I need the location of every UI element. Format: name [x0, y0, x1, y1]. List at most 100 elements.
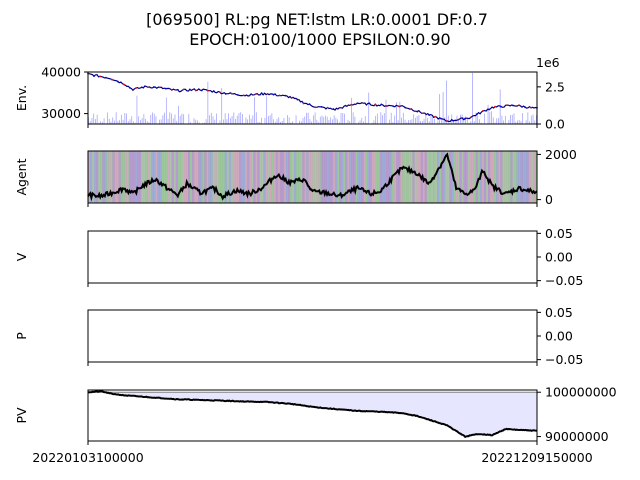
p-right-tick-label: 0.00: [545, 329, 573, 344]
agent-action-band: [453, 151, 456, 203]
agent-action-band: [408, 151, 411, 203]
env-marker: [152, 86, 155, 88]
agent-action-band: [173, 151, 177, 203]
agent-action-band: [394, 151, 397, 203]
agent-action-band: [373, 151, 377, 203]
agent-action-band: [445, 151, 448, 203]
env-marker: [338, 106, 341, 109]
agent-right-tick-label: 2000: [545, 147, 577, 162]
agent-action-band: [267, 151, 270, 203]
env-marker: [134, 87, 137, 90]
agent-action-band: [353, 151, 356, 203]
agent-action-band: [381, 151, 385, 203]
agent-action-band: [188, 151, 191, 203]
agent-action-band: [361, 151, 364, 203]
env-marker: [260, 92, 263, 94]
env-marker: [518, 104, 520, 107]
env-left-tick-label: 40000: [41, 65, 81, 80]
agent-action-band: [336, 151, 340, 203]
v-right-tick-label: 0.00: [545, 250, 573, 265]
agent-action-band: [496, 151, 499, 203]
agent-action-band: [116, 151, 119, 203]
agent-action-band: [473, 151, 477, 203]
agent-action-band: [518, 151, 521, 203]
p-ylabel: P: [14, 332, 29, 340]
env-marker: [308, 103, 311, 106]
agent-action-band: [271, 151, 275, 203]
agent-action-bands: [88, 151, 538, 203]
env-marker: [392, 105, 395, 108]
agent-action-band: [351, 151, 354, 203]
agent-action-band: [134, 151, 138, 203]
agent-action-band: [330, 151, 334, 203]
env-marker: [302, 102, 305, 105]
agent-action-band: [324, 151, 328, 203]
env-right-offset-label: 1e6: [536, 55, 560, 70]
env-buy-sell-markers: [87, 72, 538, 122]
x-start-label: 20220103100000: [32, 450, 143, 465]
agent-action-band: [379, 151, 383, 203]
agent-action-band: [122, 151, 126, 203]
agent-action-band: [385, 151, 389, 203]
agent-action-band: [153, 151, 156, 203]
env-marker: [117, 80, 119, 83]
agent-action-band: [328, 151, 332, 203]
env-marker: [488, 108, 491, 111]
agent-action-band: [455, 151, 458, 203]
p-axes-frame: [87, 309, 538, 363]
agent-action-band: [377, 151, 381, 203]
agent-action-band: [245, 151, 248, 203]
agent-action-band: [512, 151, 515, 203]
agent-action-band: [345, 151, 348, 203]
env-marker: [332, 108, 335, 110]
env-marker: [188, 88, 191, 91]
env-marker: [470, 116, 473, 119]
env-marker: [129, 86, 131, 89]
agent-action-band: [410, 151, 413, 203]
agent-action-band: [100, 151, 103, 203]
agent-action-band: [308, 151, 311, 203]
env-volume-bars: [88, 72, 537, 124]
agent-action-band: [477, 151, 481, 203]
agent-action-band: [465, 151, 468, 203]
agent-action-band: [212, 151, 215, 203]
agent-action-band: [367, 151, 370, 203]
env-marker: [224, 93, 227, 95]
agent-action-band: [263, 151, 266, 203]
env-marker: [380, 103, 383, 106]
env-marker: [212, 90, 215, 92]
agent-action-band: [471, 151, 475, 203]
agent-action-band: [130, 151, 134, 203]
pv-line: [87, 390, 538, 439]
pv-ylabel: PV: [14, 407, 29, 424]
agent-action-band: [504, 151, 507, 203]
env-marker: [296, 98, 299, 101]
v-axes-frame: [87, 230, 538, 284]
agent-action-band: [228, 151, 232, 203]
env-marker: [194, 89, 197, 92]
agent-action-band: [198, 151, 201, 203]
agent-action-band: [318, 151, 321, 203]
env-marker: [200, 89, 203, 92]
v-right-tick-label: −0.05: [545, 273, 583, 288]
env-marker: [158, 86, 161, 89]
agent-action-band: [139, 151, 142, 203]
env-marker: [494, 105, 496, 108]
agent-action-band: [461, 151, 464, 203]
env-marker: [93, 75, 95, 78]
agent-action-band: [320, 151, 324, 203]
agent-action-band: [490, 151, 493, 203]
agent-action-band: [163, 151, 166, 203]
env-marker: [230, 92, 233, 95]
env-marker: [182, 88, 185, 91]
agent-action-band: [161, 151, 164, 203]
env-marker: [350, 103, 353, 106]
env-right-tick-label: 0.0: [545, 117, 565, 132]
env-marker: [248, 94, 251, 97]
agent-action-band: [141, 151, 144, 203]
env-left-tick-label: 30000: [41, 106, 81, 121]
agent-action-band: [90, 151, 93, 203]
agent-action-band: [292, 151, 295, 203]
env-marker: [242, 94, 245, 97]
